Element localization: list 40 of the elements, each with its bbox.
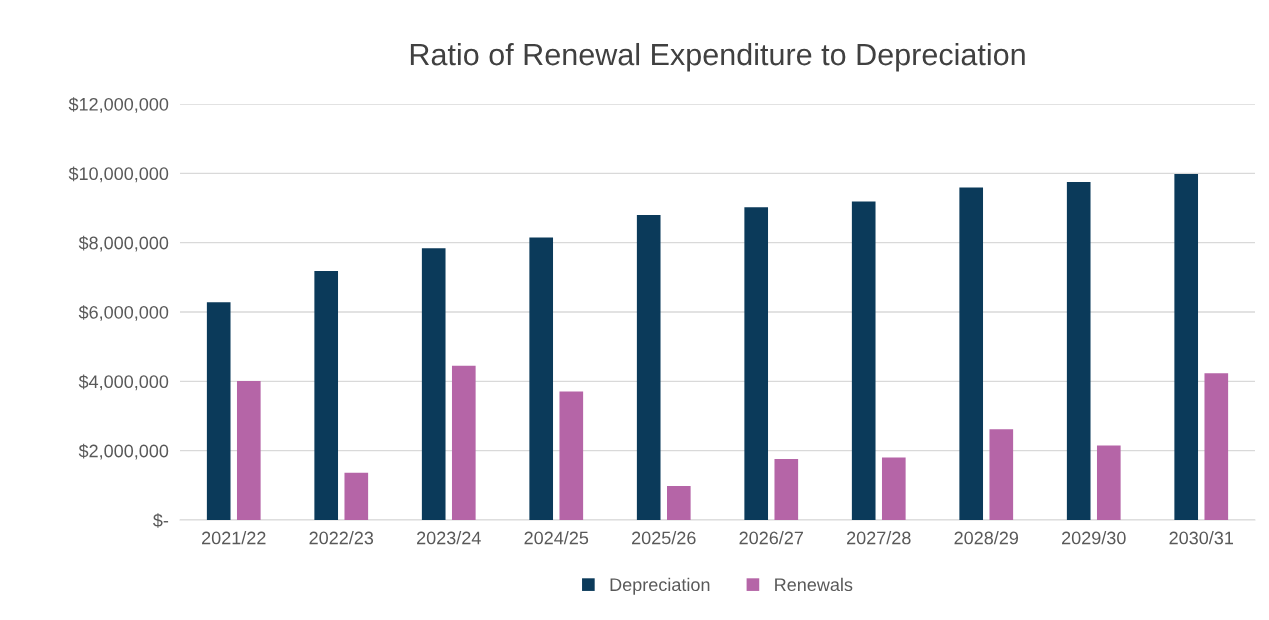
legend-label: Depreciation xyxy=(610,577,710,595)
x-tick-label: 2030/31 xyxy=(1169,531,1234,545)
bar xyxy=(666,486,691,520)
y-tick-label: $10,000,000 xyxy=(68,166,169,183)
bar xyxy=(529,237,554,520)
x-tick-label: 2025/26 xyxy=(632,531,696,545)
bar xyxy=(636,214,661,520)
bar xyxy=(851,201,876,520)
y-tick-label: $4,000,000 xyxy=(78,374,169,391)
x-tick-label: 2028/29 xyxy=(954,531,1019,545)
bar xyxy=(959,187,984,520)
bar xyxy=(206,302,231,520)
y-tick-label: $6,000,000 xyxy=(78,305,169,321)
legend-label: Renewals xyxy=(775,577,853,592)
bar xyxy=(421,248,446,520)
chart-title: Ratio of Renewal Expenditure to Depreciation xyxy=(410,42,1025,72)
x-tick-label: 2021/22 xyxy=(202,531,266,545)
y-tick-label: $8,000,000 xyxy=(78,235,169,252)
bar xyxy=(744,207,769,520)
bar xyxy=(236,380,261,520)
bar xyxy=(1174,174,1199,520)
x-tick-label: 2027/28 xyxy=(847,531,911,545)
bar xyxy=(314,271,339,520)
x-tick-label: 2024/25 xyxy=(524,531,589,545)
x-tick-label: 2029/30 xyxy=(1062,531,1126,545)
bar xyxy=(881,457,906,520)
y-tick-label: $2,000,000 xyxy=(78,443,169,460)
bar xyxy=(344,472,369,520)
bar xyxy=(989,429,1014,520)
bar xyxy=(559,391,584,520)
y-tick-label: $12,000,000 xyxy=(68,97,169,113)
bar xyxy=(1096,445,1121,520)
x-tick-label: 2023/24 xyxy=(417,531,481,545)
bar xyxy=(774,458,799,520)
bar xyxy=(1066,182,1091,520)
y-tick-label: $- xyxy=(153,513,169,528)
x-tick-label: 2022/23 xyxy=(309,531,374,545)
bar xyxy=(1204,373,1229,520)
bar xyxy=(451,365,476,520)
x-tick-label: 2026/27 xyxy=(739,531,803,545)
